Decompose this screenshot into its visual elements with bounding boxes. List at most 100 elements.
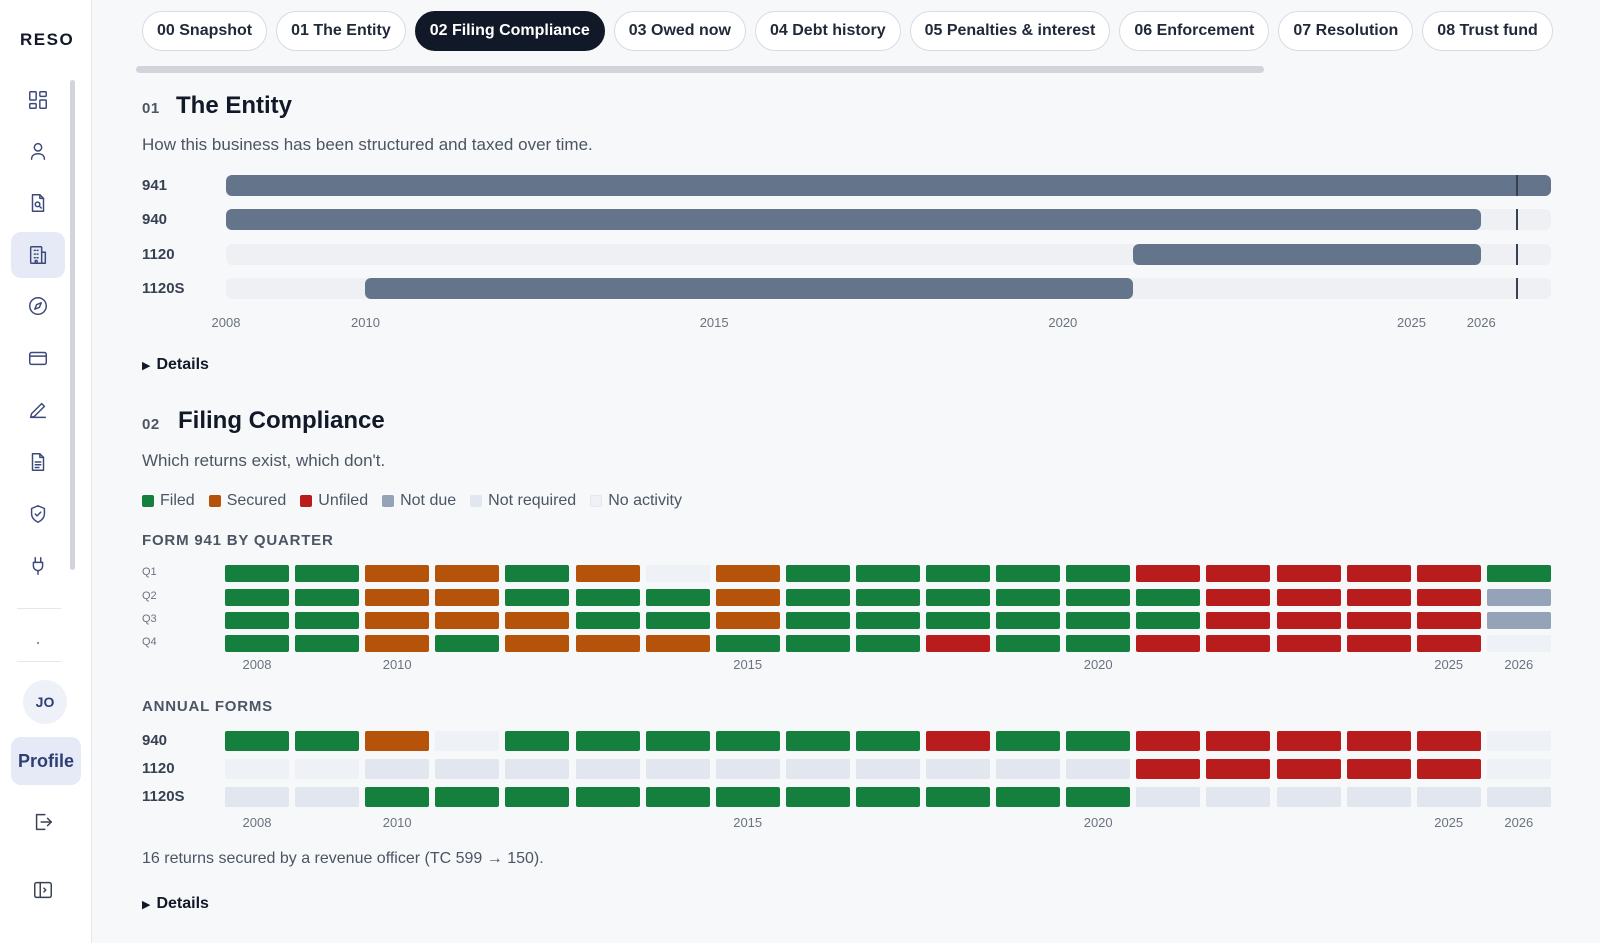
legend-swatch: [470, 495, 483, 507]
sidebar-item-file-text[interactable]: [11, 439, 65, 485]
annual-form-label: 1120: [142, 760, 175, 777]
heatmap-cell: [715, 589, 780, 606]
heatmap-cell: [926, 635, 990, 652]
heatmap-cell: [996, 612, 1061, 629]
legend-swatch: [142, 495, 154, 507]
heatmap-cell: [715, 635, 780, 652]
section-subtitle: Which returns exist, which don't.: [142, 451, 386, 470]
heatmap-cell: [1346, 759, 1411, 779]
heatmap-cell: [996, 635, 1061, 652]
heatmap-cell: [1136, 589, 1201, 606]
entity-axis-year: 2008: [211, 315, 241, 330]
heatmap-cell: [295, 612, 360, 629]
heatmap-cell: [1276, 589, 1341, 606]
entity-bar-940: [226, 209, 1482, 230]
heatmap-cell: [1346, 635, 1411, 652]
heatmap-cell: [1066, 787, 1131, 807]
sidebar-item-dashboard[interactable]: [11, 77, 65, 123]
heatmap-cell: [435, 731, 500, 751]
entity-axis-year: 2015: [699, 315, 729, 330]
heatmap-cell: [1136, 612, 1201, 629]
heatmap-cell: [715, 731, 780, 751]
heatmap-cell: [1486, 589, 1551, 606]
sidebar-scrollbar[interactable]: [70, 80, 75, 570]
sidebar-item-plug[interactable]: [11, 543, 65, 589]
entity-bar-1120S: [365, 278, 1133, 299]
sidebar-divider: [17, 661, 61, 662]
sidebar-item-compass[interactable]: [11, 283, 65, 329]
heatmap-cell: [1346, 787, 1411, 807]
panel-toggle-button[interactable]: [30, 877, 56, 903]
section-subtitle: How this business has been structured an…: [142, 135, 593, 154]
heatmap-cell: [1346, 589, 1411, 606]
annual-caption: ANNUAL FORMS: [142, 698, 273, 715]
sidebar-item-user[interactable]: [11, 128, 65, 174]
heatmap-cell: [435, 787, 500, 807]
sidebar-item-document-search[interactable]: [11, 180, 65, 226]
sidebar-item-building[interactable]: [11, 232, 65, 278]
heatmap-cell: [365, 759, 430, 779]
heatmap-cell: [1346, 731, 1411, 751]
heatmap-cell: [1066, 635, 1131, 652]
avatar[interactable]: JO: [23, 680, 67, 724]
legend-item-secured: Secured: [208, 492, 286, 510]
tab-08-trust-fund[interactable]: 08 Trust fund: [1422, 11, 1553, 51]
annual-axis-year: 2015: [733, 815, 763, 830]
sidebar-item-shield[interactable]: [11, 491, 65, 537]
heatmap-cell: [1486, 731, 1551, 751]
tab-05-penalties-interest[interactable]: 05 Penalties & interest: [909, 11, 1111, 51]
heatmap-cell: [1206, 731, 1271, 751]
user-icon: [30, 142, 46, 160]
heatmap-cell: [295, 589, 360, 606]
building-icon: [29, 246, 47, 264]
heatmap-cell: [295, 731, 360, 751]
filing-details-toggle[interactable]: ▶ Details: [142, 895, 209, 913]
tab-04-debt-history[interactable]: 04 Debt history: [755, 11, 901, 51]
compass-icon: [29, 297, 47, 315]
secured-note: 16 returns secured by a revenue officer …: [142, 850, 544, 867]
plug-icon: [32, 557, 44, 575]
tab-07-resolution[interactable]: 07 Resolution: [1278, 11, 1414, 51]
quarter-label: Q3: [142, 613, 157, 625]
section-number: 02: [142, 416, 160, 433]
heatmap-cell: [1066, 589, 1131, 606]
heatmap-cell: [855, 787, 920, 807]
tabs-scrollbar[interactable]: [136, 66, 1264, 73]
sidebar-divider: [17, 608, 61, 609]
heatmap-cell: [1416, 589, 1481, 606]
sidebar-item-pen[interactable]: [11, 387, 65, 433]
heatmap-cell: [435, 589, 500, 606]
sidebar: RESO JO Profile: [0, 0, 92, 943]
brand-logo[interactable]: RESO: [20, 30, 75, 49]
tab-00-snapshot[interactable]: 00 Snapshot: [142, 11, 268, 51]
heatmap-cell: [1276, 731, 1341, 751]
tab-06-enforcement[interactable]: 06 Enforcement: [1119, 11, 1270, 51]
sidebar-item-credit-card[interactable]: [11, 335, 65, 381]
heatmap-cell: [505, 612, 570, 629]
tab-03-owed-now[interactable]: 03 Owed now: [613, 11, 746, 51]
profile-button[interactable]: Profile: [11, 737, 81, 785]
heatmap-cell: [1206, 635, 1271, 652]
annual-form-label: 940: [142, 732, 168, 749]
entity-row-label: 1120: [142, 246, 175, 263]
annual-axis-year: 2025: [1434, 815, 1464, 830]
heatmap-cell: [1206, 589, 1271, 606]
section-number: 01: [142, 100, 160, 117]
heatmap-cell: [1136, 731, 1201, 751]
heatmap-cell: [225, 759, 289, 779]
legend-item-not-required: Not required: [470, 492, 576, 510]
heatmap-cell: [715, 565, 780, 582]
entity-bar-1120: [1132, 244, 1482, 265]
entity-row-label: 940: [142, 211, 168, 228]
current-year-marker: [1516, 209, 1519, 230]
section-title: The Entity: [176, 92, 293, 119]
logout-button[interactable]: [30, 809, 56, 835]
panel-toggle-icon: [34, 881, 52, 899]
sidebar-dot: [37, 642, 39, 644]
heatmap-cell: [225, 635, 289, 652]
legend-label: No activity: [608, 492, 682, 509]
tab-02-filing-compliance[interactable]: 02 Filing Compliance: [414, 11, 605, 51]
heatmap-cell: [1486, 635, 1551, 652]
tab-01-the-entity[interactable]: 01 The Entity: [276, 11, 406, 51]
entity-details-toggle[interactable]: ▶ Details: [142, 356, 209, 374]
